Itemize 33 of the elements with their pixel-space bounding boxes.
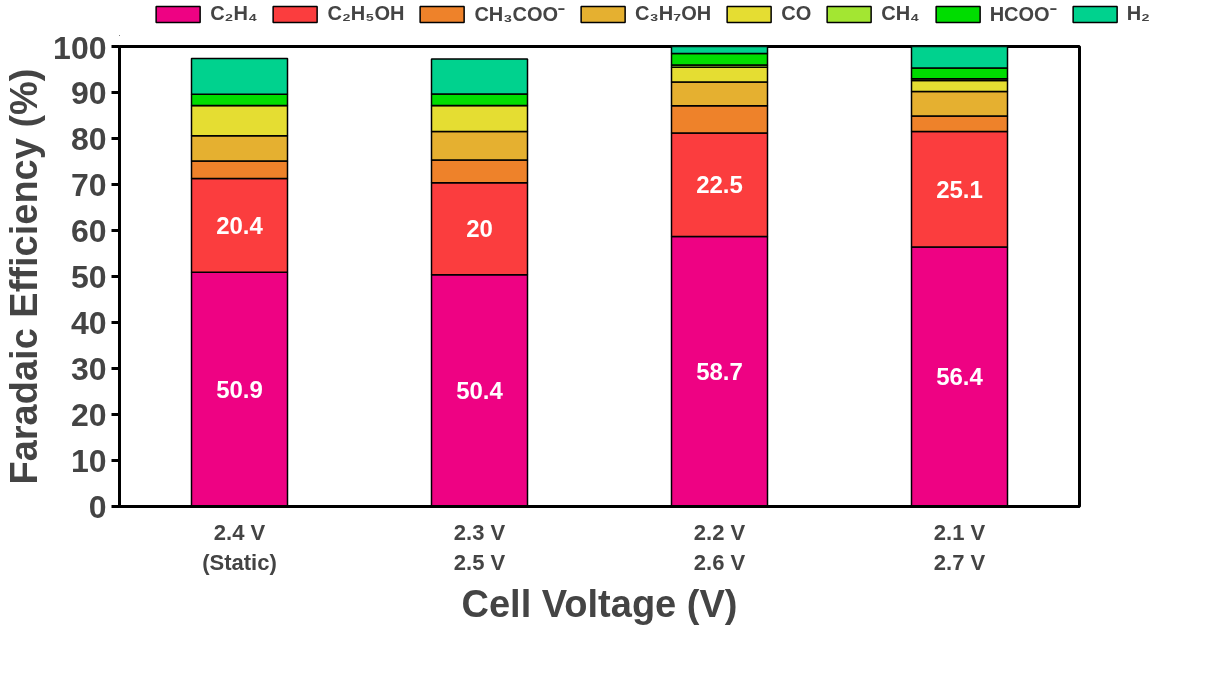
legend-label: C₃H₇OH	[635, 2, 712, 25]
data-label: 56.4	[936, 363, 984, 391]
y-tick-label: 0	[88, 488, 107, 525]
y-tick-label: 30	[70, 350, 107, 387]
y-tick-label: 60	[70, 212, 107, 249]
y-tick-label: 50	[70, 258, 107, 295]
legend-label: CH₃COO⁻	[474, 2, 566, 27]
x-tick-label: 2.4 V (Static)	[202, 519, 277, 575]
legend-label: H₂	[1126, 2, 1150, 25]
x-axis-title: Cell Voltage (V)	[461, 582, 738, 625]
x-tick-label: 2.3 V 2.5 V	[453, 519, 506, 575]
legend-label: CH₄	[881, 2, 920, 25]
data-label: 50.4	[456, 377, 504, 405]
data-label: 20	[466, 215, 493, 243]
y-tick-label: 90	[70, 74, 107, 111]
x-tick-label: 2.2 V 2.6 V	[693, 519, 746, 575]
y-tick-label: 40	[70, 304, 107, 341]
y-tick-label: 70	[70, 166, 107, 203]
data-label: 20.4	[216, 211, 264, 239]
legend-label: C₂H₄	[210, 2, 258, 25]
y-tick-label: 80	[70, 120, 107, 157]
data-label: 58.7	[696, 357, 743, 385]
y-tick-label: 20	[70, 396, 107, 433]
y-axis-title: Faradaic Efficiency (%)	[3, 68, 46, 485]
legend-label: C₂H₅OH	[327, 2, 405, 25]
x-tick-label: 2.1 V 2.7 V	[933, 519, 986, 575]
legend-label: CO	[781, 2, 812, 25]
y-tick-label: 10	[70, 442, 107, 479]
data-label: 22.5	[696, 171, 743, 199]
y-tick-label: 100	[53, 29, 107, 66]
data-label: 50.9	[216, 375, 263, 403]
legend-label: HCOO⁻	[989, 2, 1057, 27]
data-label: 25.1	[936, 175, 983, 203]
